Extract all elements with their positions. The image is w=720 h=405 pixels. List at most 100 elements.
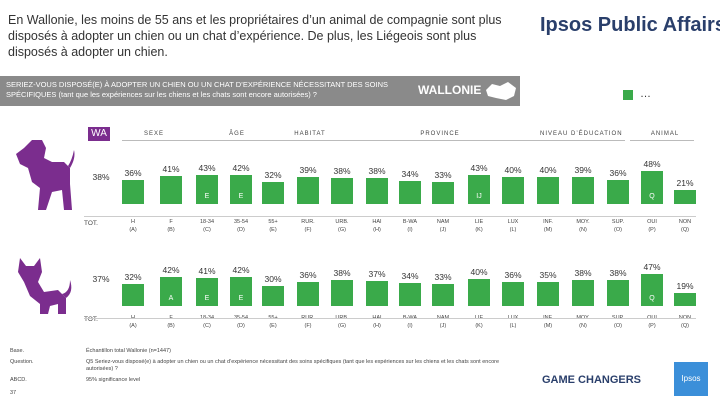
category-label: MOY. (N) xyxy=(576,315,589,329)
note-value-sig: 95% significance level xyxy=(86,377,141,383)
category-label: B-WA (I) xyxy=(403,315,417,329)
category-label: 18-34 (C) xyxy=(199,219,215,233)
category-label: LIE (K) xyxy=(474,219,484,233)
bar-col-chat-2: A 42% xyxy=(156,258,186,306)
bar-col-chat-7: 38% xyxy=(327,258,357,306)
value-label: 30% xyxy=(264,274,282,284)
bar-col-chat-0: 37% xyxy=(86,258,116,306)
bar-col-chien-8: 38% xyxy=(362,156,392,204)
group-header-education: NIVEAU D’ÉDUCATION xyxy=(540,131,623,137)
intro-text: En Wallonie, les moins de 55 ans et les … xyxy=(8,13,502,59)
category-label: 18-34 (C) xyxy=(200,315,214,329)
wallonia-map-icon xyxy=(486,82,516,100)
value-label: 42% xyxy=(162,265,180,275)
note-value-base: Échantillon total Wallonie (n=1447) xyxy=(86,348,171,354)
bar xyxy=(399,181,421,204)
bar xyxy=(572,177,594,204)
bar-col-chat-5: 30% xyxy=(258,258,288,306)
bar-col-chien-14: 39% xyxy=(568,156,598,204)
category-label: HAI (H) xyxy=(372,315,381,329)
value-label: 32% xyxy=(264,170,282,180)
bar-col-chat-17: 19% xyxy=(670,258,700,306)
bar-col-chien-0: 38% xyxy=(86,156,116,204)
bar-col-chien-7: 38% xyxy=(327,156,357,204)
wa-badge: WA xyxy=(88,127,110,141)
bar-col-chien-1: 36% xyxy=(118,156,148,204)
bar-col-chien-9: 34% xyxy=(395,156,425,204)
value-label: 40% xyxy=(504,165,522,175)
bar-col-chien-3: E 43% xyxy=(192,156,222,204)
value-label: 37% xyxy=(368,269,386,279)
bar xyxy=(502,282,524,306)
note-key-question: Question. xyxy=(10,359,34,365)
bar xyxy=(160,277,182,306)
category-label: HAI (H) xyxy=(372,219,382,233)
cat-icon xyxy=(18,258,72,314)
bar-col-chat-6: 36% xyxy=(293,258,323,306)
group-header-sexe: SEXE xyxy=(143,131,164,137)
bar xyxy=(607,280,629,306)
category-label: NAM (J) xyxy=(437,315,449,329)
group-line xyxy=(290,140,360,141)
total-label: TOT. xyxy=(84,220,98,227)
category-label: MOY. (N) xyxy=(576,219,590,233)
group-line xyxy=(190,140,290,141)
value-label: 42% xyxy=(232,265,250,275)
group-header-province: PROVINCE xyxy=(420,131,460,137)
bar-col-chat-11: 40% xyxy=(464,258,494,306)
bar xyxy=(537,282,559,306)
legend-label: … xyxy=(640,88,651,100)
note-value-question: Q5 Seriez-vous disposé(e) à adopter un c… xyxy=(86,359,500,372)
bar xyxy=(537,177,559,204)
group-header-age: ÂGE xyxy=(229,131,245,137)
value-label: 38% xyxy=(368,166,386,176)
bar xyxy=(468,279,490,306)
ipsos-logo: Ipsos xyxy=(674,362,708,396)
category-label: 55+ (E) xyxy=(268,219,278,233)
value-label: 38% xyxy=(574,268,592,278)
significance-label: E xyxy=(204,295,210,302)
value-label: 38% xyxy=(333,166,351,176)
value-label: 38% xyxy=(609,268,627,278)
value-label: 36% xyxy=(609,168,627,178)
category-label: NON (Q) xyxy=(679,315,691,329)
category-label: LUX (L) xyxy=(508,315,519,329)
bar-col-chien-4: E 42% xyxy=(226,156,256,204)
bar xyxy=(674,293,696,306)
bar-col-chat-13: 35% xyxy=(533,258,563,306)
bar xyxy=(331,178,353,204)
value-label: 19% xyxy=(676,281,694,291)
bar xyxy=(674,190,696,204)
footer-brand: GAME CHANGERS xyxy=(542,374,642,386)
bar xyxy=(432,284,454,306)
bar xyxy=(122,284,144,306)
group-line xyxy=(356,140,526,141)
category-label: B-WA (I) xyxy=(402,219,418,233)
value-label: 42% xyxy=(232,163,250,173)
bar-col-chien-12: 40% xyxy=(498,156,528,204)
value-label: 34% xyxy=(401,271,419,281)
bar xyxy=(122,180,144,204)
category-label: SUP. (O) xyxy=(611,219,625,233)
value-label: 36% xyxy=(504,270,522,280)
row-separator xyxy=(84,216,696,217)
bar-col-chat-16: Q 47% xyxy=(637,258,667,306)
bar xyxy=(468,175,490,204)
bar-col-chien-11: IJ 43% xyxy=(464,156,494,204)
bar xyxy=(230,277,252,306)
bar xyxy=(607,180,629,204)
bar xyxy=(196,175,218,204)
value-label: 33% xyxy=(434,170,452,180)
value-label: 21% xyxy=(676,178,694,188)
category-label: RUR. (F) xyxy=(301,219,315,233)
total-label: TOT. xyxy=(84,316,98,323)
category-label: LUX (L) xyxy=(507,219,519,233)
value-label: 33% xyxy=(434,272,452,282)
bar-col-chat-15: 38% xyxy=(603,258,633,306)
bar-col-chien-15: 36% xyxy=(603,156,633,204)
bar-col-chat-14: 38% xyxy=(568,258,598,306)
value-label: 37% xyxy=(92,274,110,284)
category-label: H (A) xyxy=(129,315,137,329)
category-label: 55+ (E) xyxy=(268,315,277,329)
category-label: URB. (G) xyxy=(335,219,349,233)
